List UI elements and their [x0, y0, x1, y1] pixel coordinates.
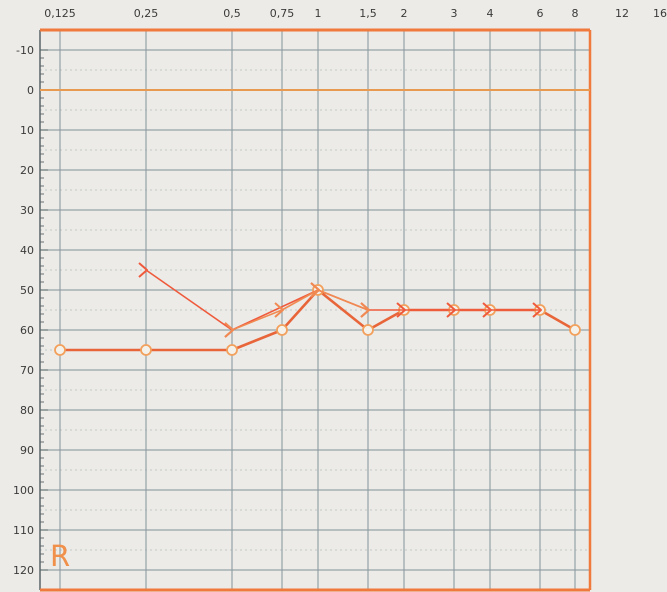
series-3 [224, 282, 370, 338]
x-tick-label: 0,125 [44, 7, 76, 20]
y-tick-label: -10 [16, 44, 34, 57]
y-tick-label: 120 [13, 564, 34, 577]
series-layer [54, 262, 581, 356]
x-tick-label: 16 [653, 7, 667, 20]
data-point-bracket [138, 262, 148, 278]
y-tick-label: 40 [20, 244, 34, 257]
y-tick-label: 0 [27, 84, 34, 97]
x-tick-label: 0,5 [223, 7, 241, 20]
y-tick-label: 110 [13, 524, 34, 537]
x-tick-label: 0,25 [134, 7, 159, 20]
data-point-circle [362, 324, 374, 336]
data-point-circle [569, 324, 581, 336]
y-tick-label: 90 [20, 444, 34, 457]
x-tick-label: 8 [572, 7, 579, 20]
series-line [231, 289, 369, 331]
data-point-circle [276, 324, 288, 336]
x-tick-label: 3 [451, 7, 458, 20]
data-point-circle [140, 344, 152, 356]
data-point-circle [54, 344, 66, 356]
x-tick-label: 4 [487, 7, 494, 20]
y-tick-label: 20 [20, 164, 34, 177]
data-point-bracket [310, 282, 320, 298]
axes: -10 0 10 20 30 40 50 60 70 80 90 100 110 120 0,125 0,25… [13, 7, 667, 592]
x-tick-label: 2 [401, 7, 408, 20]
x-tick-label: 0,75 [270, 7, 295, 20]
x-tick-label: 6 [537, 7, 544, 20]
x-tick-label: 12 [615, 7, 629, 20]
data-point-bracket [532, 302, 542, 318]
y-tick-label: 60 [20, 324, 34, 337]
ear-label: R [50, 539, 70, 573]
data-point-bracket [360, 302, 370, 318]
data-point-bracket [274, 302, 284, 318]
data-point-bracket [482, 302, 492, 318]
data-point-bracket [396, 302, 406, 318]
x-tick-label: 1 [315, 7, 322, 20]
data-point-bracket [224, 322, 234, 338]
data-point-circle [226, 344, 238, 356]
data-point-bracket [446, 302, 456, 318]
y-tick-label: 50 [20, 284, 34, 297]
series-line [145, 269, 540, 331]
y-tick-label: 70 [20, 364, 34, 377]
y-tick-label: 80 [20, 404, 34, 417]
y-tick-label: 100 [13, 484, 34, 497]
labels: R [50, 539, 70, 573]
x-tick-label: 1,5 [359, 7, 377, 20]
y-tick-label: 10 [20, 124, 34, 137]
y-tick-label: 30 [20, 204, 34, 217]
